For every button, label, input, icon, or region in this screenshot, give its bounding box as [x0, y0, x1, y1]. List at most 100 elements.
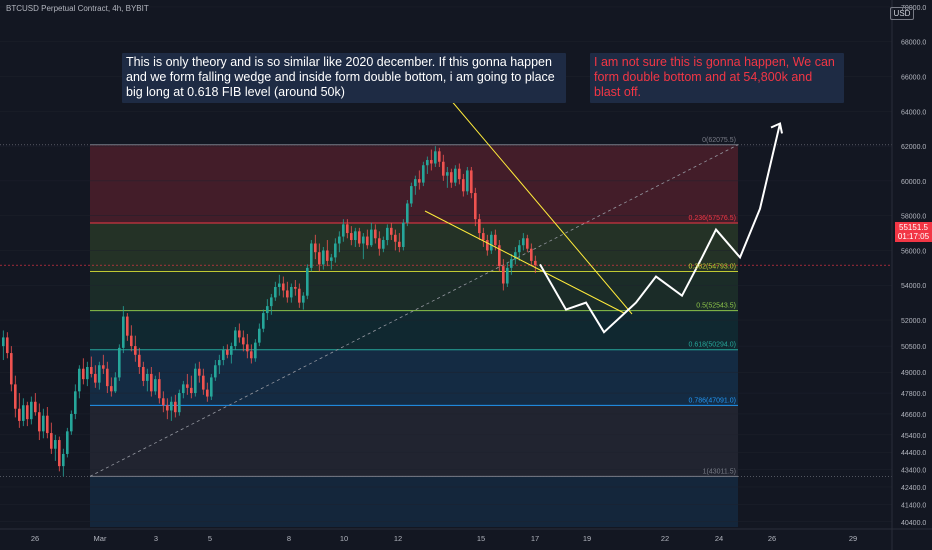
candle-body: [110, 386, 113, 392]
candle-body: [286, 290, 289, 298]
projection-path[interactable]: [539, 122, 783, 334]
candle-body: [338, 236, 341, 244]
candle-body: [62, 453, 65, 467]
candle: [54, 434, 57, 461]
candle-body: [370, 229, 373, 246]
candle: [86, 361, 89, 387]
time-axis[interactable]: 26 Mar 3 5 8 10 12 15 17 19 22 24 26 29: [0, 528, 932, 543]
candle-body: [150, 373, 153, 392]
price-axis[interactable]: 70000.068000.066000.064000.062000.060000…: [891, 0, 926, 550]
candle-body: [294, 286, 297, 289]
candle-body: [390, 227, 393, 235]
candle: [274, 281, 277, 301]
price-tick-label: 47800.0: [901, 391, 926, 398]
candle: [534, 255, 537, 274]
doubt-note[interactable]: I am not sure this is gonna happen, We c…: [590, 53, 844, 103]
candle-body: [510, 259, 513, 268]
candle-body: [174, 401, 177, 413]
candle: [210, 373, 213, 401]
candle-body: [18, 408, 21, 421]
candle: [358, 227, 361, 247]
candle: [446, 166, 449, 188]
candle: [342, 219, 345, 242]
candle: [166, 398, 169, 420]
candle: [414, 175, 417, 195]
candle: [466, 166, 469, 195]
price-tick-label: 46600.0: [901, 412, 926, 419]
candle: [150, 366, 153, 397]
candle-body: [386, 227, 389, 241]
candle: [42, 408, 45, 439]
candle: [230, 342, 233, 364]
current-price-tag: 55151.5 01:17:05: [895, 222, 932, 242]
candle: [18, 393, 21, 428]
fib-band-0.618: [90, 349, 738, 406]
candle-body: [10, 353, 13, 385]
time-tick-label: 19: [583, 534, 591, 543]
candle-body: [262, 313, 265, 329]
candle: [202, 368, 205, 395]
symbol-title[interactable]: BTCUSD Perpetual Contract, 4h, BYBIT: [6, 4, 149, 13]
theory-note[interactable]: This is only theory and is so similar li…: [122, 53, 566, 103]
fib-band-0.5: [90, 310, 738, 350]
candle-body: [190, 387, 193, 394]
candle: [346, 219, 349, 239]
candle-body: [242, 337, 245, 345]
candle: [314, 234, 317, 260]
price-tick-label: 42400.0: [901, 485, 926, 492]
candle: [270, 293, 273, 315]
candle-body: [58, 440, 61, 467]
candle: [454, 165, 457, 187]
candle: [118, 344, 121, 381]
candle: [66, 427, 69, 458]
candle-body: [418, 179, 421, 183]
candle: [406, 200, 409, 227]
candle: [170, 396, 173, 421]
candle-body: [258, 328, 261, 343]
fibonacci-retracement[interactable]: [0, 144, 892, 527]
time-tick-label: 5: [208, 534, 212, 543]
currency-badge[interactable]: USD: [890, 7, 914, 20]
price-tick-label: 40400.0: [901, 520, 926, 527]
candle: [182, 380, 185, 399]
candle: [322, 246, 325, 270]
candle: [286, 281, 289, 303]
candle-body: [282, 283, 285, 291]
candle: [506, 262, 509, 287]
candle: [218, 354, 221, 374]
candle-body: [206, 389, 209, 397]
candle-body: [374, 229, 377, 239]
candle-body: [234, 330, 237, 347]
candle-body: [318, 252, 321, 265]
candle: [470, 166, 473, 199]
candle-body: [310, 243, 313, 268]
candle: [98, 361, 101, 390]
candle-body: [250, 351, 253, 359]
candle: [390, 222, 393, 241]
candle-body: [410, 186, 413, 204]
candle: [430, 149, 433, 171]
candle-body: [530, 248, 533, 261]
candle: [514, 246, 517, 265]
candle: [378, 231, 381, 256]
time-tick-label: 8: [287, 534, 291, 543]
falling-wedge[interactable]: [424, 91, 633, 315]
candle: [122, 306, 125, 354]
price-tick-label: 50500.0: [901, 344, 926, 351]
candle: [350, 226, 353, 246]
candle-body: [162, 398, 165, 406]
candle: [426, 156, 429, 174]
candle: [486, 234, 489, 256]
candle-body: [50, 433, 53, 449]
candle: [526, 234, 529, 253]
candle-body: [138, 354, 141, 367]
candle-body: [98, 365, 101, 383]
candle: [78, 365, 81, 399]
candle: [394, 229, 397, 251]
candle-body: [214, 365, 217, 378]
candle: [90, 356, 93, 378]
candle-body: [494, 234, 497, 246]
candle: [142, 361, 145, 387]
candle-body: [202, 375, 205, 390]
